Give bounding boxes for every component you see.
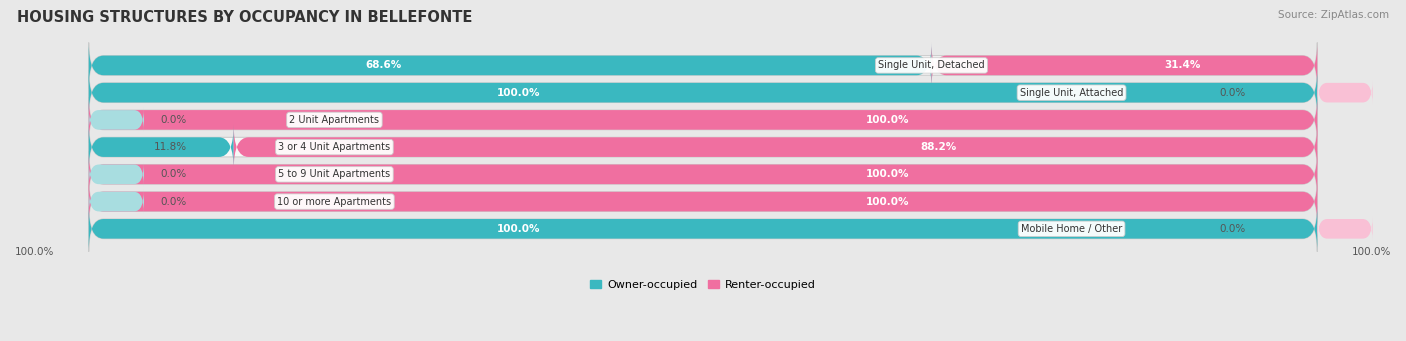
FancyBboxPatch shape: [89, 206, 1317, 252]
Text: 0.0%: 0.0%: [160, 197, 187, 207]
Legend: Owner-occupied, Renter-occupied: Owner-occupied, Renter-occupied: [586, 275, 820, 294]
Text: 68.6%: 68.6%: [366, 60, 402, 71]
Text: HOUSING STRUCTURES BY OCCUPANCY IN BELLEFONTE: HOUSING STRUCTURES BY OCCUPANCY IN BELLE…: [17, 10, 472, 25]
FancyBboxPatch shape: [89, 162, 143, 186]
FancyBboxPatch shape: [932, 43, 1317, 88]
FancyBboxPatch shape: [89, 97, 1317, 143]
Text: Single Unit, Attached: Single Unit, Attached: [1019, 88, 1123, 98]
Text: 100.0%: 100.0%: [1351, 247, 1391, 257]
FancyBboxPatch shape: [89, 108, 143, 132]
Text: 3 or 4 Unit Apartments: 3 or 4 Unit Apartments: [278, 142, 391, 152]
Text: Single Unit, Detached: Single Unit, Detached: [879, 60, 984, 71]
FancyBboxPatch shape: [89, 43, 932, 88]
FancyBboxPatch shape: [1317, 81, 1372, 105]
Text: Mobile Home / Other: Mobile Home / Other: [1021, 224, 1122, 234]
FancyBboxPatch shape: [89, 206, 1317, 252]
Text: 100.0%: 100.0%: [866, 197, 910, 207]
Text: 100.0%: 100.0%: [496, 224, 540, 234]
FancyBboxPatch shape: [89, 151, 1317, 197]
FancyBboxPatch shape: [89, 70, 1317, 116]
FancyBboxPatch shape: [89, 124, 1317, 170]
FancyBboxPatch shape: [89, 43, 1317, 88]
Text: 100.0%: 100.0%: [15, 247, 55, 257]
Text: 5 to 9 Unit Apartments: 5 to 9 Unit Apartments: [278, 169, 391, 179]
FancyBboxPatch shape: [89, 70, 1317, 116]
FancyBboxPatch shape: [89, 124, 233, 170]
Text: 31.4%: 31.4%: [1164, 60, 1201, 71]
FancyBboxPatch shape: [89, 151, 1317, 197]
FancyBboxPatch shape: [89, 190, 143, 213]
Text: 0.0%: 0.0%: [160, 115, 187, 125]
FancyBboxPatch shape: [89, 179, 1317, 224]
Text: 88.2%: 88.2%: [920, 142, 956, 152]
FancyBboxPatch shape: [89, 97, 1317, 143]
Text: 0.0%: 0.0%: [160, 169, 187, 179]
Text: 11.8%: 11.8%: [153, 142, 187, 152]
FancyBboxPatch shape: [1317, 217, 1372, 241]
FancyBboxPatch shape: [233, 124, 1317, 170]
Text: 2 Unit Apartments: 2 Unit Apartments: [290, 115, 380, 125]
Text: 0.0%: 0.0%: [1219, 88, 1246, 98]
Text: Source: ZipAtlas.com: Source: ZipAtlas.com: [1278, 10, 1389, 20]
FancyBboxPatch shape: [89, 179, 1317, 224]
Text: 10 or more Apartments: 10 or more Apartments: [277, 197, 391, 207]
Text: 100.0%: 100.0%: [496, 88, 540, 98]
Text: 100.0%: 100.0%: [866, 115, 910, 125]
Text: 100.0%: 100.0%: [866, 169, 910, 179]
Text: 0.0%: 0.0%: [1219, 224, 1246, 234]
